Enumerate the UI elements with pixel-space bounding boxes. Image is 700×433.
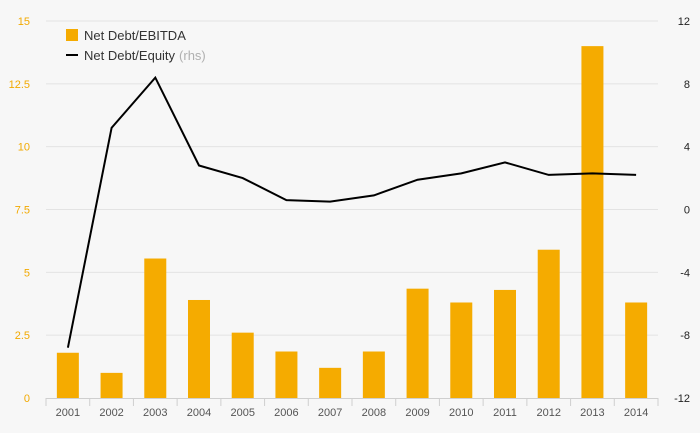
- left-tick-label: 12.5: [9, 79, 30, 91]
- line-series: [66, 75, 637, 348]
- x-tick-label: 2004: [187, 407, 211, 419]
- legend-label-rhs-note: (rhs): [179, 48, 206, 63]
- legend-swatch-net-debt-ebitda: [66, 29, 78, 41]
- left-tick-label: 0: [24, 393, 30, 405]
- x-tick-label: 2002: [99, 407, 123, 419]
- x-tick-label: 2014: [624, 407, 648, 419]
- right-tick-label: -12: [674, 393, 690, 405]
- x-tick-label: 2009: [405, 407, 429, 419]
- left-tick-label: 5: [24, 267, 30, 279]
- x-tick-label: 2008: [362, 407, 386, 419]
- bar-2004: [188, 299, 210, 398]
- x-tick-label: 2007: [318, 407, 342, 419]
- bar-2013: [581, 46, 604, 399]
- bar-2006: [275, 351, 298, 398]
- legend-label-net-debt-equity: Net Debt/Equity (rhs): [84, 48, 206, 63]
- bar-2008: [362, 351, 385, 398]
- x-axis: 2001 2002 2003 2004 2005 2006 2007 2008 2009 2010…: [45, 398, 659, 419]
- right-tick-label: 8: [684, 79, 690, 91]
- bar-2012: [537, 249, 560, 398]
- right-tick-label: -4: [680, 267, 690, 279]
- gridlines: [46, 20, 658, 336]
- bar-2010: [450, 302, 473, 398]
- x-tick-label: 2010: [449, 407, 473, 419]
- bar-2009: [406, 288, 429, 398]
- bar-series: [56, 46, 648, 399]
- legend-label-net-debt-equity-name: Net Debt/Equity: [84, 48, 176, 63]
- x-tick-label: 2011: [493, 407, 517, 419]
- right-tick-label: 12: [678, 16, 690, 28]
- x-tick-label: 2005: [230, 407, 254, 419]
- bar-2011: [494, 289, 516, 398]
- x-tick-label: 2006: [274, 407, 298, 419]
- x-tick-label: 2001: [56, 407, 80, 419]
- legend-label-net-debt-ebitda: Net Debt/EBITDA: [84, 28, 186, 43]
- left-axis: 0 2.5 5 7.5 10 12.5 15: [9, 16, 30, 405]
- bar-2007: [319, 367, 342, 398]
- bar-2001: [56, 352, 79, 398]
- bar-2014: [625, 302, 648, 398]
- right-tick-label: -8: [680, 330, 690, 342]
- left-tick-label: 2.5: [15, 330, 30, 342]
- line-net-debt-equity: [66, 75, 637, 348]
- right-tick-label: 4: [684, 142, 690, 154]
- right-tick-label: 0: [684, 205, 690, 217]
- x-tick-label: 2003: [143, 407, 167, 419]
- legend: Net Debt/EBITDA Net Debt/Equity (rhs): [66, 28, 206, 63]
- x-tick-label: 2012: [536, 407, 560, 419]
- left-tick-label: 15: [18, 16, 30, 28]
- left-tick-label: 10: [18, 142, 30, 154]
- bar-2002: [100, 372, 123, 398]
- bar-2005: [231, 332, 254, 398]
- bar-2003: [144, 258, 167, 398]
- x-tick-label: 2013: [580, 407, 604, 419]
- left-tick-label: 7.5: [15, 205, 30, 217]
- right-axis: -12 -8 -4 0 4 8 12: [674, 16, 690, 405]
